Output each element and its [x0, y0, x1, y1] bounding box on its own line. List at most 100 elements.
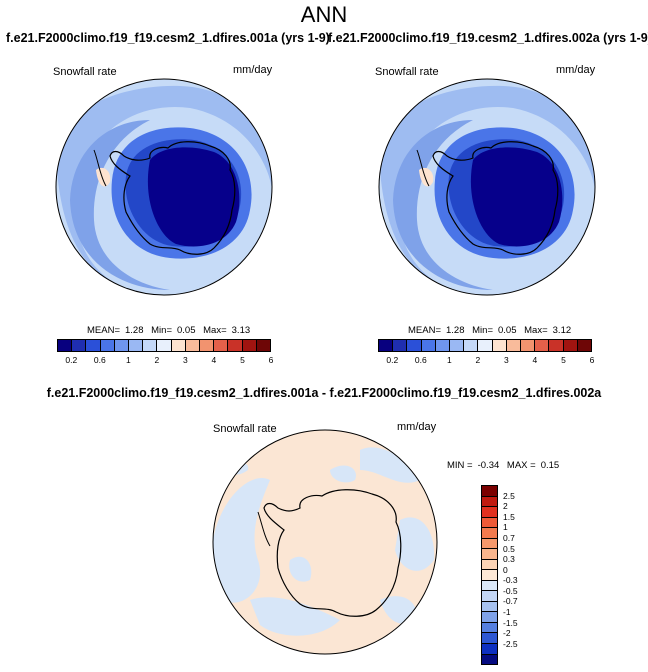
colorbar-1-labels: 0.2 0.6 1 2 3 4 5 6 — [57, 355, 274, 367]
units-label-1: mm/day — [233, 64, 273, 76]
colorbar-diff-tick-label: 2.5 — [503, 490, 515, 501]
colorbar-diff-tick-label: -2 — [503, 628, 511, 639]
colorbar-diff-tick-label: 0.3 — [503, 554, 515, 565]
colorbar-1-swatch — [185, 340, 201, 351]
colorbar-1-tick-label: 2 — [154, 355, 160, 365]
colorbar-diff-swatch — [482, 517, 497, 529]
colorbar-diff-tick-label: 1.5 — [503, 511, 515, 522]
variable-label-2: Snowfall rate — [375, 66, 439, 78]
colorbar-diff-swatch — [482, 570, 497, 581]
colorbar-diff — [481, 485, 498, 665]
colorbar-2-tick-label: 2 — [475, 355, 481, 365]
max-label-2: Max= — [524, 325, 548, 336]
colorbar-diff-labels: 2.5 2 1.5 1 0.7 0.5 0.3 0 -0.3 -0.5 -0.7 -1 -1.5 -2 -2… — [503, 485, 543, 665]
polar-map-difference — [212, 429, 438, 655]
colorbar-2-labels: 0.2 0.6 1 2 3 4 5 6 — [378, 355, 595, 367]
colorbar-2-swatch — [549, 340, 564, 351]
colorbar-1-swatch — [242, 340, 257, 351]
colorbar-diff-tick-label: 0.7 — [503, 532, 515, 543]
polar-map-1 — [55, 78, 273, 296]
mean-label-2: MEAN= — [408, 325, 441, 336]
colorbar-diff-tick-label: -2.5 — [503, 638, 518, 649]
colorbar-diff-tick-label: 0.5 — [503, 543, 515, 554]
colorbar-diff-swatch — [482, 622, 497, 634]
max-label-1: Max= — [203, 325, 227, 336]
colorbar-1-swatch — [171, 340, 186, 351]
colorbar-1-tick-label: 1 — [125, 355, 131, 365]
max-label-diff: MAX = — [506, 460, 536, 471]
main-title: ANN — [300, 2, 348, 27]
colorbar-2-swatch — [379, 340, 394, 351]
mean-label-1: MEAN= — [87, 325, 120, 336]
colorbar-2-swatch — [506, 340, 522, 351]
max-value-1: 3.13 — [231, 325, 251, 336]
colorbar-diff-swatch — [482, 591, 497, 602]
mean-value-2: 1.28 — [446, 325, 465, 336]
colorbar-diff-swatch — [482, 633, 497, 644]
colorbar-2-tick-label: 6 — [589, 355, 595, 365]
colorbar-2-tick-label: 0.2 — [386, 355, 399, 365]
colorbar-diff-tick-label: -1 — [503, 607, 511, 618]
colorbar-1-swatch — [58, 340, 73, 351]
colorbar-diff-swatch — [482, 643, 497, 655]
colorbar-diff-swatch — [482, 601, 497, 613]
case-title-2: f.e21.F2000climo.f19_f19.cesm2_1.dfires.… — [328, 31, 648, 45]
min-value-1: 0.05 — [177, 325, 196, 336]
colorbar-1-swatch — [129, 340, 144, 351]
max-value-2: 3.12 — [552, 325, 572, 336]
colorbar-2-swatch — [393, 340, 408, 351]
variable-label-1: Snowfall rate — [53, 66, 117, 78]
colorbar-diff-swatch — [482, 559, 497, 571]
stats-diff: MIN = -0.34 MAX = 0.15 — [447, 460, 564, 471]
mean-value-1: 1.28 — [125, 325, 144, 336]
stats-1: MEAN= 1.28 Min= 0.05 Max= 3.13 — [87, 325, 255, 336]
colorbar-2-swatch — [563, 340, 578, 351]
min-label-1: Min= — [151, 325, 172, 336]
colorbar-2 — [378, 339, 592, 352]
colorbar-1-swatch — [228, 340, 243, 351]
colorbar-2-tick-label: 4 — [532, 355, 538, 365]
colorbar-2-tick-label: 5 — [561, 355, 566, 365]
colorbar-1-tick-label: 6 — [268, 355, 274, 365]
min-value-2: 0.05 — [498, 325, 517, 336]
difference-title: f.e21.F2000climo.f19_f19.cesm2_1.dfires.… — [46, 386, 602, 400]
colorbar-2-swatch — [492, 340, 507, 351]
colorbar-diff-swatch — [482, 612, 497, 623]
colorbar-2-tick-label: 3 — [504, 355, 509, 365]
colorbar-diff-swatch — [482, 654, 497, 665]
colorbar-2-swatch — [435, 340, 451, 351]
colorbar-diff-swatch — [482, 496, 497, 508]
colorbar-2-tick-label: 0.6 — [414, 355, 427, 365]
colorbar-1-tick-label: 5 — [240, 355, 245, 365]
colorbar-1-swatch — [100, 340, 115, 351]
variable-label-diff: Snowfall rate — [213, 423, 277, 435]
colorbar-1-swatch — [86, 340, 101, 351]
polar-map-2 — [378, 78, 596, 296]
colorbar-2-swatch — [450, 340, 465, 351]
colorbar-1-swatch — [200, 340, 215, 351]
min-label-2: Min= — [472, 325, 493, 336]
colorbar-diff-tick-label: -0.3 — [503, 575, 518, 586]
colorbar-diff-swatch — [482, 538, 497, 550]
colorbar-diff-swatch — [482, 549, 497, 560]
colorbar-1-swatch — [143, 340, 158, 351]
max-value-diff: 0.15 — [540, 460, 560, 471]
colorbar-diff-tick-label: -0.7 — [503, 596, 518, 607]
colorbar-1-swatch — [114, 340, 130, 351]
colorbar-diff-tick-label: -1.5 — [503, 617, 518, 628]
colorbar-1 — [57, 339, 271, 352]
colorbar-1-tick-label: 3 — [183, 355, 188, 365]
colorbar-2-tick-label: 1 — [446, 355, 452, 365]
stats-2: MEAN= 1.28 Min= 0.05 Max= 3.12 — [408, 325, 576, 336]
min-value-diff: -0.34 — [477, 460, 500, 471]
colorbar-1-swatch — [72, 340, 87, 351]
colorbar-1-tick-label: 4 — [211, 355, 217, 365]
colorbar-2-swatch — [478, 340, 493, 351]
colorbar-2-swatch — [521, 340, 536, 351]
colorbar-1-tick-label: 0.6 — [93, 355, 106, 365]
colorbar-2-swatch — [421, 340, 436, 351]
colorbar-1-swatch — [214, 340, 229, 351]
units-label-diff: mm/day — [397, 421, 437, 433]
case-title-1: f.e21.F2000climo.f19_f19.cesm2_1.dfires.… — [6, 31, 330, 45]
